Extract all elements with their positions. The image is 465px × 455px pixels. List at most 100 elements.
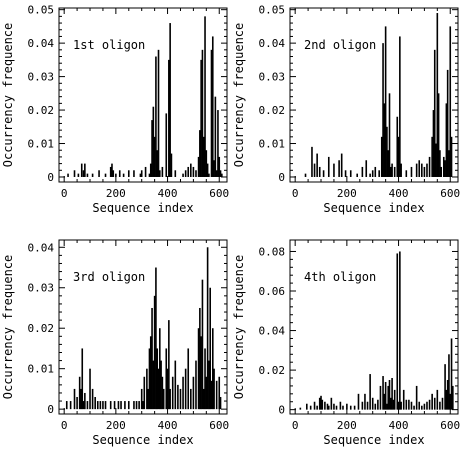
data-bar bbox=[138, 401, 140, 410]
data-bar bbox=[168, 320, 170, 410]
data-bar bbox=[378, 170, 380, 177]
chart-panel: 0 200 400 600 0 0.01 0.02 0.03 0.04 0.05 Sequence … bbox=[232, 4, 460, 215]
y-tick-label: 0.02 bbox=[28, 322, 55, 335]
data-bar bbox=[76, 397, 78, 410]
data-bar bbox=[122, 173, 125, 177]
data-bar bbox=[149, 163, 152, 177]
data-bar bbox=[311, 146, 313, 177]
data-bar bbox=[202, 136, 205, 177]
data-bar bbox=[423, 166, 426, 177]
data-bar bbox=[190, 388, 192, 410]
data-bar bbox=[112, 170, 115, 177]
data-bar bbox=[330, 397, 333, 410]
data-bar bbox=[117, 401, 120, 410]
data-bar bbox=[439, 401, 441, 410]
data-bar bbox=[380, 136, 383, 177]
data-bar bbox=[187, 348, 190, 410]
data-bar bbox=[208, 173, 210, 177]
data-bar bbox=[65, 401, 68, 410]
data-bar bbox=[184, 170, 187, 177]
y-tick-label: 0.03 bbox=[259, 71, 286, 84]
data-bar bbox=[182, 376, 184, 410]
data-bar bbox=[192, 166, 195, 177]
data-bar bbox=[215, 380, 218, 410]
x-tick-label: 400 bbox=[389, 187, 409, 200]
data-bar bbox=[437, 93, 440, 177]
data-bar bbox=[104, 173, 107, 177]
data-bar bbox=[371, 397, 374, 410]
data-bar bbox=[187, 166, 190, 177]
data-bar bbox=[146, 368, 148, 410]
data-bar bbox=[89, 368, 91, 410]
data-bar bbox=[353, 405, 356, 410]
data-bar bbox=[84, 392, 86, 410]
data-bar bbox=[165, 348, 168, 410]
data-bar bbox=[118, 170, 121, 177]
data-bar bbox=[369, 173, 371, 177]
y-tick-label: 0.02 bbox=[259, 364, 286, 377]
data-bar bbox=[448, 354, 450, 410]
data-bar bbox=[111, 163, 113, 177]
data-bar bbox=[433, 49, 436, 177]
data-bar bbox=[159, 328, 161, 410]
data-bar bbox=[444, 364, 446, 410]
data-bar bbox=[392, 399, 395, 410]
data-bar bbox=[67, 173, 69, 177]
data-bar bbox=[386, 126, 388, 177]
data-bar bbox=[152, 360, 155, 410]
data-bar bbox=[426, 401, 428, 410]
data-bar bbox=[160, 360, 162, 410]
y-tick-label: 0 bbox=[47, 171, 54, 184]
data-bar bbox=[426, 163, 428, 177]
data-bar bbox=[418, 401, 421, 410]
data-bar bbox=[161, 376, 164, 410]
data-bar bbox=[200, 59, 202, 177]
data-bar bbox=[408, 399, 410, 410]
data-bar bbox=[219, 397, 222, 410]
data-bar bbox=[144, 166, 147, 177]
y-tick-label: 0.02 bbox=[259, 104, 286, 117]
data-bar bbox=[327, 405, 330, 410]
data-bar bbox=[442, 156, 445, 177]
chart-panel: 0 200 400 600 0 0.01 0.02 0.03 0.04 Sequence inde… bbox=[1, 239, 229, 447]
data-bar bbox=[206, 163, 209, 177]
data-bar bbox=[151, 307, 153, 410]
data-bar bbox=[133, 170, 135, 177]
x-tick-label: 200 bbox=[337, 187, 357, 200]
data-bar bbox=[439, 150, 441, 177]
data-bar bbox=[219, 170, 222, 177]
data-bar bbox=[208, 360, 210, 410]
x-tick-label: 600 bbox=[440, 419, 460, 432]
data-bar bbox=[190, 163, 192, 177]
data-bar bbox=[445, 103, 448, 177]
data-bar bbox=[195, 360, 197, 410]
data-bar bbox=[153, 295, 156, 410]
data-bar bbox=[374, 166, 377, 177]
data-bar bbox=[450, 136, 453, 177]
data-bar bbox=[316, 405, 318, 410]
data-bar bbox=[387, 150, 390, 177]
y-tick-label: 0.02 bbox=[28, 104, 55, 117]
data-bar bbox=[431, 393, 433, 410]
data-bar bbox=[162, 388, 165, 410]
data-bar bbox=[156, 150, 159, 177]
data-bar bbox=[192, 376, 195, 410]
data-bar bbox=[393, 166, 396, 177]
data-bar bbox=[340, 153, 343, 177]
data-bar bbox=[157, 49, 160, 177]
data-bar bbox=[157, 368, 160, 410]
data-bar bbox=[218, 376, 221, 410]
y-tick-label: 0 bbox=[47, 403, 54, 416]
data-bar bbox=[98, 170, 100, 177]
data-bar bbox=[139, 173, 142, 177]
data-bar bbox=[391, 163, 393, 177]
data-bar bbox=[333, 403, 335, 410]
data-bar bbox=[386, 403, 388, 410]
data-bar bbox=[99, 401, 102, 410]
data-bar bbox=[199, 130, 201, 177]
data-bar bbox=[346, 403, 348, 410]
data-bar bbox=[155, 56, 157, 177]
y-tick-label: 0.08 bbox=[259, 245, 286, 258]
data-bar bbox=[339, 401, 342, 410]
data-bar bbox=[349, 170, 352, 177]
